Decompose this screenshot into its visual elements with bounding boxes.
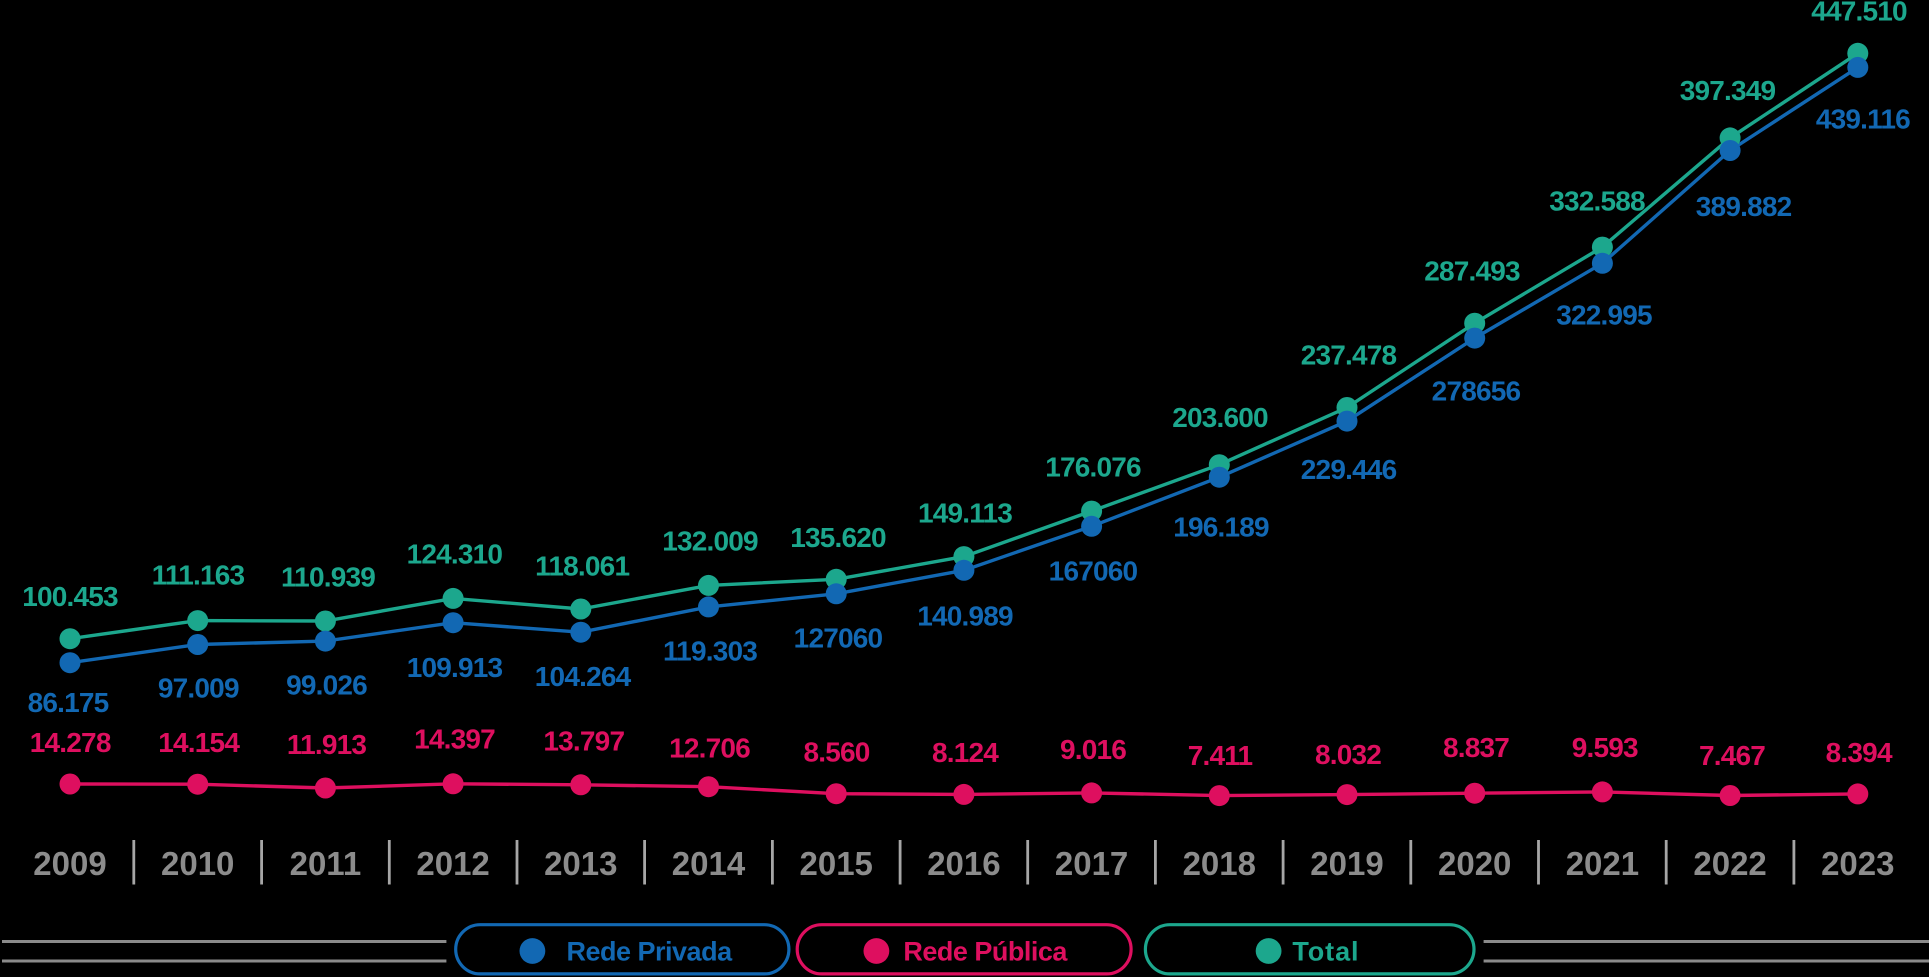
svg-text:8.560: 8.560 (803, 737, 869, 768)
svg-text:8.032: 8.032 (1315, 739, 1381, 770)
svg-text:104.264: 104.264 (535, 661, 632, 692)
svg-text:97.009: 97.009 (158, 673, 239, 704)
svg-text:287.493: 287.493 (1424, 256, 1520, 287)
svg-text:2010: 2010 (161, 845, 234, 882)
svg-text:Rede Privada: Rede Privada (567, 937, 734, 967)
svg-text:237.478: 237.478 (1301, 340, 1397, 371)
svg-text:389.882: 389.882 (1696, 191, 1792, 222)
svg-text:14.397: 14.397 (414, 724, 495, 755)
svg-text:Total: Total (1292, 937, 1359, 967)
svg-text:176.076: 176.076 (1045, 452, 1141, 483)
svg-text:278656: 278656 (1432, 376, 1521, 407)
svg-text:109.913: 109.913 (407, 652, 503, 683)
svg-text:322.995: 322.995 (1556, 300, 1652, 331)
svg-text:9.016: 9.016 (1060, 734, 1126, 765)
svg-text:132.009: 132.009 (662, 526, 758, 557)
svg-text:7.467: 7.467 (1699, 740, 1765, 771)
svg-text:Rede Pública: Rede Pública (903, 937, 1068, 967)
svg-text:2021: 2021 (1566, 845, 1639, 882)
svg-text:8.124: 8.124 (932, 737, 999, 768)
svg-text:2014: 2014 (672, 845, 746, 882)
svg-text:447.510: 447.510 (1811, 0, 1907, 27)
svg-text:439.116: 439.116 (1816, 104, 1910, 135)
svg-text:2023: 2023 (1821, 845, 1894, 882)
svg-text:2012: 2012 (416, 845, 489, 882)
svg-text:11.913: 11.913 (287, 729, 367, 760)
svg-text:203.600: 203.600 (1172, 402, 1268, 433)
svg-text:8.837: 8.837 (1443, 732, 1509, 763)
svg-text:99.026: 99.026 (286, 670, 367, 701)
svg-text:110.939: 110.939 (281, 562, 375, 593)
svg-text:2019: 2019 (1310, 845, 1383, 882)
svg-text:2011: 2011 (290, 845, 362, 882)
svg-text:111.163: 111.163 (152, 560, 245, 591)
svg-text:167060: 167060 (1049, 556, 1138, 587)
svg-text:2022: 2022 (1693, 845, 1766, 882)
svg-text:397.349: 397.349 (1680, 75, 1776, 106)
svg-text:86.175: 86.175 (28, 687, 109, 718)
svg-text:2016: 2016 (927, 845, 1000, 882)
svg-text:196.189: 196.189 (1173, 512, 1269, 543)
svg-text:124.310: 124.310 (407, 539, 503, 570)
svg-text:7.411: 7.411 (1188, 740, 1253, 771)
svg-text:12.706: 12.706 (669, 733, 750, 764)
svg-text:14.154: 14.154 (158, 727, 240, 758)
svg-text:2018: 2018 (1183, 845, 1256, 882)
svg-text:140.989: 140.989 (917, 601, 1013, 632)
svg-text:2017: 2017 (1055, 845, 1128, 882)
svg-text:2013: 2013 (544, 845, 617, 882)
svg-text:119.303: 119.303 (663, 636, 757, 667)
svg-text:229.446: 229.446 (1301, 454, 1397, 485)
svg-text:100.453: 100.453 (22, 581, 118, 612)
svg-text:118.061: 118.061 (535, 551, 629, 582)
svg-text:149.113: 149.113 (918, 498, 1012, 529)
svg-text:13.797: 13.797 (543, 726, 624, 757)
svg-text:2015: 2015 (799, 845, 872, 882)
svg-text:9.593: 9.593 (1572, 732, 1638, 763)
svg-text:135.620: 135.620 (790, 522, 886, 553)
svg-text:2020: 2020 (1438, 845, 1511, 882)
svg-text:2009: 2009 (33, 845, 106, 882)
svg-text:8.394: 8.394 (1826, 737, 1893, 768)
svg-text:127060: 127060 (794, 623, 883, 654)
svg-text:332.588: 332.588 (1549, 186, 1645, 217)
svg-text:14.278: 14.278 (30, 727, 111, 758)
